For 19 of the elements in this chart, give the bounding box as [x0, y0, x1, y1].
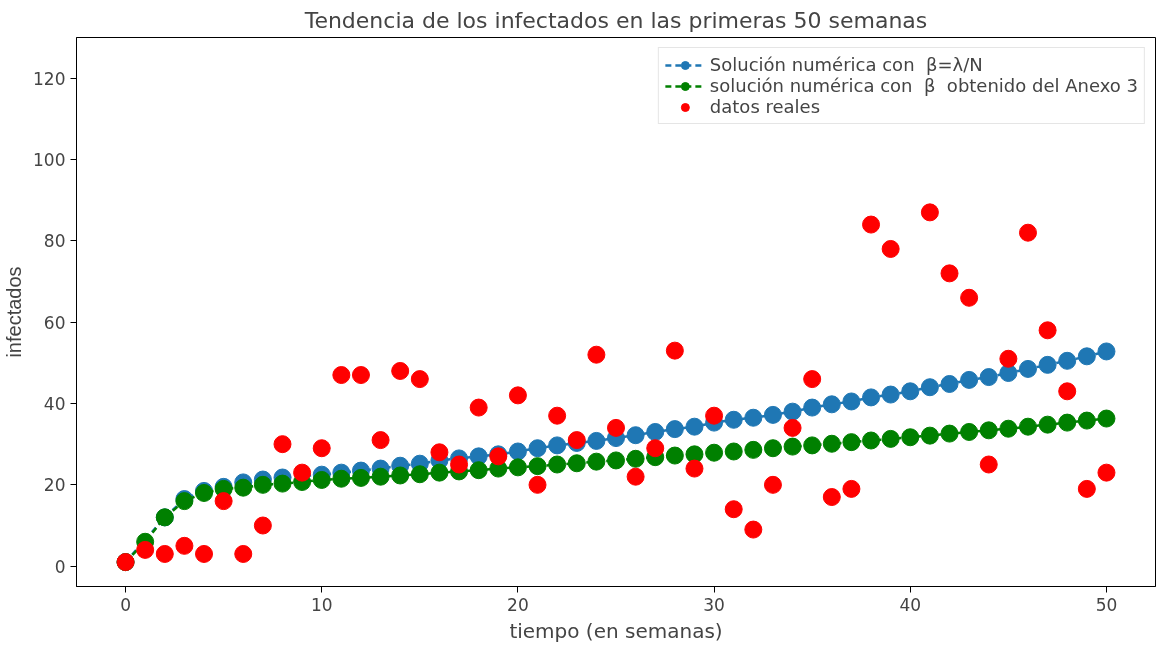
- legend-label: solución numérica con β obtenido del Anexo 3: [709, 75, 1138, 96]
- legend-label: Solución numérica con β=λ/N: [709, 54, 983, 75]
- y-axis-title: infectados: [3, 266, 26, 358]
- x-tick-label: 10: [310, 594, 333, 615]
- x-tick-label: 30: [703, 594, 725, 615]
- x-tick-label: 40: [899, 594, 922, 615]
- x-tick-label: 20: [507, 594, 529, 615]
- y-tick-label: 0: [54, 556, 66, 577]
- y-tick-label: 80: [43, 231, 66, 252]
- legend-label: datos reales: [709, 96, 821, 117]
- chart-title: Tendencia de los infectados en las primeras 50 semanas: [303, 7, 928, 33]
- y-tick-label: 20: [43, 475, 66, 496]
- x-tick-label: 50: [1095, 594, 1118, 615]
- y-tick-label: 100: [33, 150, 66, 170]
- y-tick-label: 60: [43, 312, 66, 333]
- x-tick-label: 0: [120, 594, 131, 615]
- x-axis-title: tiempo (en semanas): [509, 618, 723, 643]
- y-tick-label: 40: [43, 394, 66, 414]
- y-tick-label: 120: [33, 68, 66, 89]
